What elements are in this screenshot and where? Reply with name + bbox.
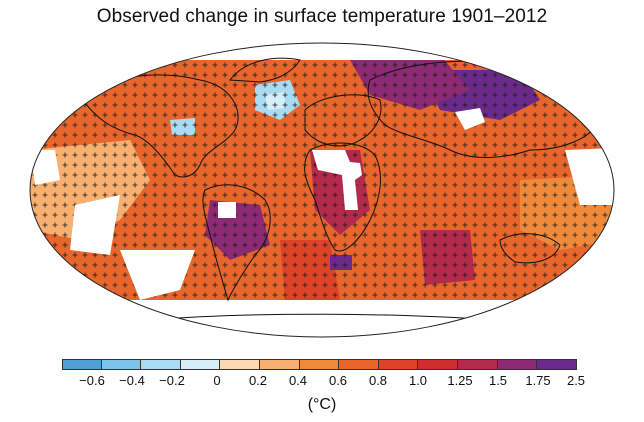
significance-plus-grid	[30, 55, 614, 315]
colorbar-swatch	[457, 359, 498, 370]
colorbar-tick: 1.0	[408, 373, 428, 388]
colorbar-tick: 0.2	[248, 373, 268, 388]
colorbar-tick: 0.4	[288, 373, 308, 388]
south-america-no-data-1	[218, 202, 236, 218]
west-pacific-no-data	[30, 150, 60, 185]
colorbar-swatch	[259, 359, 300, 370]
south-america-no-data-2	[70, 195, 120, 255]
colorbar-swatch	[141, 359, 181, 370]
colorbar-tick: 0.6	[328, 373, 348, 388]
world-temperature-map	[29, 42, 615, 338]
north-africa-no-data	[312, 150, 362, 210]
colorbar-swatch	[497, 359, 538, 370]
colorbar-tick: −0.4	[119, 373, 145, 388]
colorbar-tick: 0.8	[368, 373, 388, 388]
colorbar-swatch	[101, 359, 142, 370]
colorbar-swatch	[537, 359, 577, 370]
colorbar-swatch	[180, 359, 221, 370]
colorbar-tick: 0	[213, 373, 221, 388]
colorbar-tick: 2.5	[566, 373, 586, 388]
colorbar-ticks: −0.6 −0.4 −0.2 0 0.2 0.4 0.6 0.8 1.0 1.2…	[0, 373, 644, 391]
map-title: Observed change in surface temperature 1…	[96, 6, 548, 27]
globe-outline	[29, 42, 615, 338]
colorbar-unit-label: (°C)	[307, 396, 337, 413]
colorbar-tick: 1.5	[488, 373, 508, 388]
colorbar-swatch	[378, 359, 419, 370]
colorbar-tick: −0.2	[159, 373, 185, 388]
antarctica-edge-no-data	[120, 300, 520, 330]
colorbar-swatch	[62, 359, 102, 370]
colorbar-swatch	[220, 359, 260, 370]
south-pacific-no-data	[120, 250, 195, 300]
colorbar-tick: 1.75	[525, 373, 551, 388]
colorbar-tick: −0.6	[79, 373, 105, 388]
colorbar-swatch	[299, 359, 340, 370]
east-pacific-no-data	[565, 148, 614, 205]
colorbar	[62, 359, 577, 370]
colorbar-tick: 1.25	[447, 373, 473, 388]
colorbar-swatch	[339, 359, 379, 370]
colorbar-swatch	[418, 359, 458, 370]
arctic-gap-no-data	[455, 108, 485, 130]
